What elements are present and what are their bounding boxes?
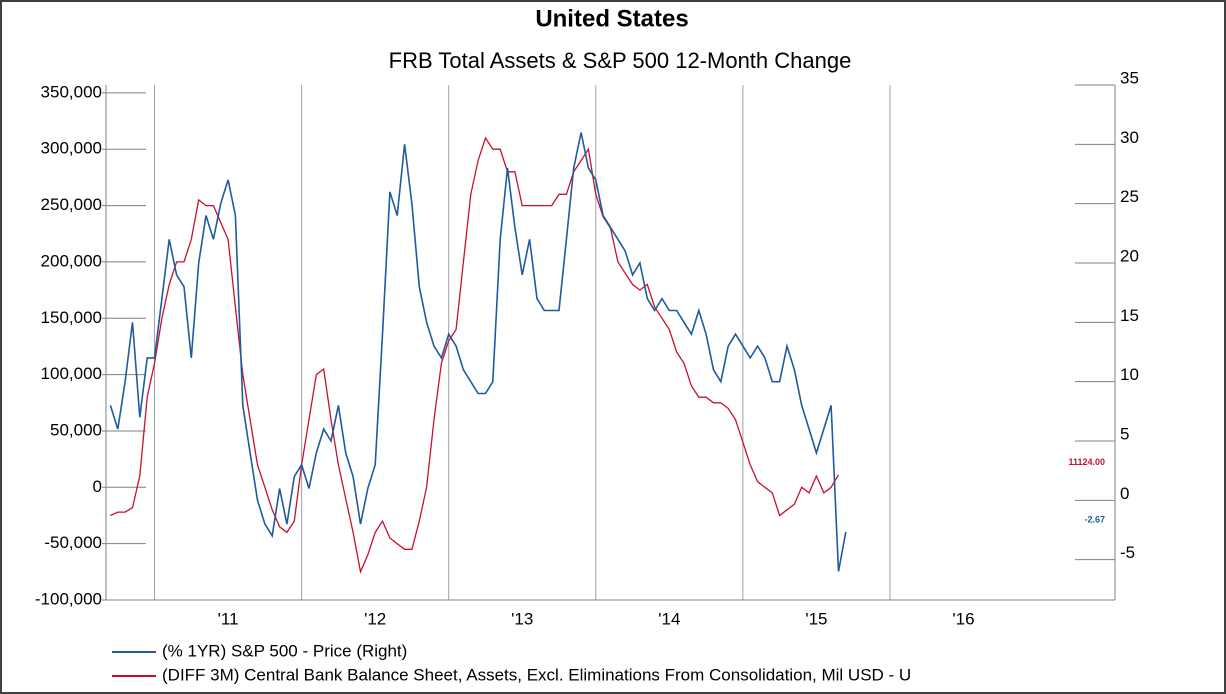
end-label: 11124.00 [1068,457,1105,467]
y2-tick-label: 10 [1120,365,1139,384]
x-tick-label: '11 [218,609,239,628]
x-tick-label: '14 [658,609,680,628]
y-tick-label: 350,000 [41,82,102,101]
x-tick-label: '16 [952,609,974,628]
y2-tick-label: 5 [1120,424,1129,443]
y-tick-label: -100,000 [35,589,102,608]
legend-label: (% 1YR) S&P 500 - Price (Right) [162,641,407,660]
y-tick-label: 200,000 [41,251,102,270]
y-tick-label: 250,000 [41,195,102,214]
end-label: -2.67 [1084,514,1105,524]
y-tick-label: 300,000 [41,139,102,158]
y2-tick-label: 30 [1120,128,1139,147]
y2-tick-label: 25 [1120,187,1139,206]
x-tick-label: '15 [805,609,827,628]
chart-title: United States [535,5,688,32]
series-line [109,132,847,572]
series-line [110,136,840,575]
y-tick-label: 50,000 [50,420,102,439]
x-tick-label: '13 [511,609,533,628]
y2-tick-label: -5 [1120,543,1135,562]
y-tick-label: 100,000 [41,364,102,383]
y-tick-label: 0 [93,477,102,496]
y2-tick-label: 15 [1120,306,1139,325]
y2-tick-label: 0 [1120,484,1129,503]
x-tick-label: '12 [364,609,386,628]
y-tick-label: -50,000 [44,533,102,552]
chart-subtitle: FRB Total Assets & S&P 500 12-Month Chan… [389,48,852,73]
y-tick-label: 150,000 [41,308,102,327]
y2-tick-label: 20 [1120,246,1139,265]
legend-label: (DIFF 3M) Central Bank Balance Sheet, As… [162,665,911,684]
y2-tick-label: 35 [1120,68,1139,87]
